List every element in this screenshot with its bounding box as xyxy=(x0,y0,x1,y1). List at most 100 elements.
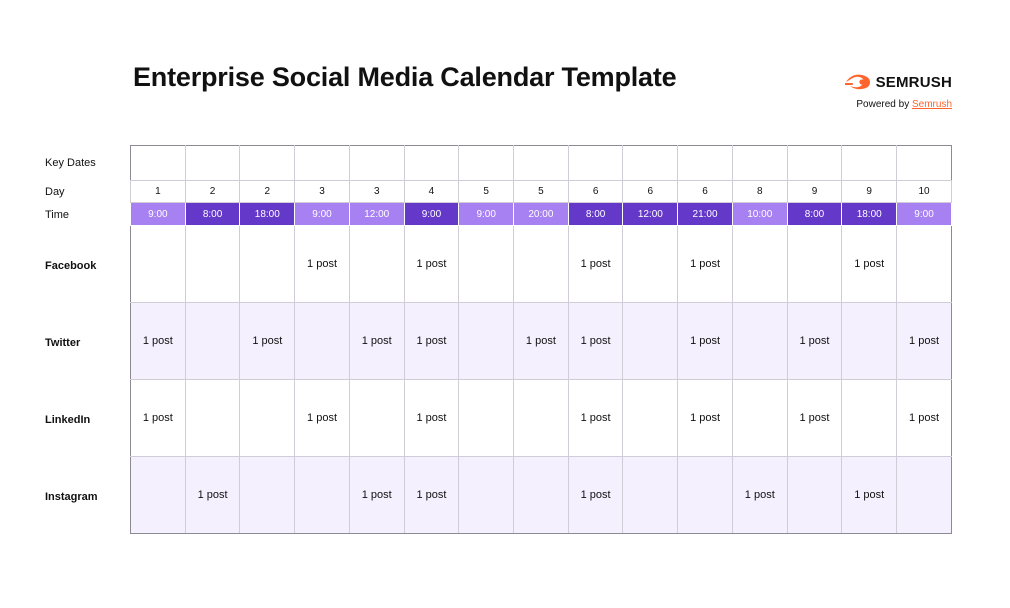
post-cell[interactable] xyxy=(348,225,405,303)
key-date-cell[interactable] xyxy=(677,145,733,181)
key-date-cell[interactable] xyxy=(294,145,350,181)
post-cell[interactable] xyxy=(841,379,898,457)
post-cell[interactable] xyxy=(239,225,296,303)
post-cell[interactable] xyxy=(841,302,898,380)
post-cell[interactable] xyxy=(294,302,350,380)
post-cell[interactable]: 1 post xyxy=(184,456,241,534)
post-cell[interactable]: 1 post xyxy=(239,302,296,380)
powered-by-text: Powered by xyxy=(856,99,910,110)
post-cell[interactable]: 1 post xyxy=(567,456,624,534)
post-cell[interactable]: 1 post xyxy=(513,302,569,380)
post-cell[interactable] xyxy=(239,379,296,457)
post-cell[interactable]: 1 post xyxy=(294,225,350,303)
post-cell[interactable] xyxy=(677,456,733,534)
post-cell[interactable] xyxy=(458,225,515,303)
post-cell[interactable] xyxy=(458,302,515,380)
key-date-cell[interactable] xyxy=(403,145,460,181)
day-cell: 8 xyxy=(731,180,788,203)
post-cell[interactable] xyxy=(513,225,569,303)
post-cell[interactable]: 1 post xyxy=(403,379,460,457)
day-cell: 1 xyxy=(130,180,186,203)
post-cell[interactable]: 1 post xyxy=(896,302,952,380)
key-date-cell[interactable] xyxy=(841,145,898,181)
post-cell[interactable] xyxy=(731,379,788,457)
platform-row-facebook: 1 post 1 post 1 post 1 post 1 post xyxy=(130,225,952,303)
post-cell[interactable]: 1 post xyxy=(567,225,624,303)
post-cell[interactable]: 1 post xyxy=(841,456,898,534)
post-cell[interactable]: 1 post xyxy=(567,379,624,457)
post-cell[interactable] xyxy=(622,302,679,380)
post-cell[interactable] xyxy=(622,379,679,457)
post-cell[interactable] xyxy=(513,379,569,457)
day-cell: 10 xyxy=(896,180,952,203)
key-date-cell[interactable] xyxy=(622,145,679,181)
post-cell[interactable]: 1 post xyxy=(786,302,843,380)
key-dates-label: Key Dates xyxy=(45,157,96,169)
platform-label-facebook: Facebook xyxy=(45,260,97,272)
key-date-cell[interactable] xyxy=(896,145,952,181)
post-cell[interactable] xyxy=(896,456,952,534)
time-cell: 8:00 xyxy=(567,202,624,226)
day-label: Day xyxy=(45,186,65,198)
post-cell[interactable] xyxy=(622,456,679,534)
key-date-cell[interactable] xyxy=(130,145,186,181)
post-cell[interactable] xyxy=(731,302,788,380)
post-cell[interactable]: 1 post xyxy=(677,302,733,380)
post-cell[interactable] xyxy=(130,456,186,534)
day-cell: 6 xyxy=(567,180,624,203)
post-cell[interactable]: 1 post xyxy=(677,225,733,303)
brand-logo-row: SEMRUSH xyxy=(844,72,952,92)
post-cell[interactable]: 1 post xyxy=(130,379,186,457)
post-cell[interactable]: 1 post xyxy=(348,456,405,534)
post-cell[interactable]: 1 post xyxy=(896,379,952,457)
post-cell[interactable] xyxy=(896,225,952,303)
post-cell[interactable] xyxy=(458,379,515,457)
post-cell[interactable] xyxy=(348,379,405,457)
key-date-cell[interactable] xyxy=(239,145,296,181)
post-cell[interactable] xyxy=(294,456,350,534)
page-title: Enterprise Social Media Calendar Templat… xyxy=(133,62,677,92)
post-cell[interactable]: 1 post xyxy=(403,225,460,303)
post-cell[interactable]: 1 post xyxy=(348,302,405,380)
post-cell[interactable] xyxy=(458,456,515,534)
post-cell[interactable] xyxy=(513,456,569,534)
post-cell[interactable] xyxy=(786,456,843,534)
semrush-link[interactable]: Semrush xyxy=(911,99,952,110)
key-date-cell[interactable] xyxy=(786,145,843,181)
key-date-cell[interactable] xyxy=(348,145,405,181)
post-cell[interactable]: 1 post xyxy=(677,379,733,457)
post-cell[interactable] xyxy=(731,225,788,303)
post-cell[interactable]: 1 post xyxy=(731,456,788,534)
post-cell[interactable]: 1 post xyxy=(567,302,624,380)
day-cell: 6 xyxy=(622,180,679,203)
platform-label-twitter: Twitter xyxy=(45,337,81,349)
time-cell: 12:00 xyxy=(622,202,679,226)
post-cell[interactable]: 1 post xyxy=(786,379,843,457)
time-cell: 9:00 xyxy=(403,202,460,226)
key-date-cell[interactable] xyxy=(458,145,515,181)
post-cell[interactable] xyxy=(622,225,679,303)
key-date-cell[interactable] xyxy=(731,145,788,181)
key-date-cell[interactable] xyxy=(513,145,569,181)
key-date-cell[interactable] xyxy=(567,145,624,181)
key-date-cell[interactable] xyxy=(184,145,241,181)
day-row: 1 2 2 3 3 4 5 5 6 6 6 8 9 9 10 xyxy=(130,180,952,203)
platform-row-linkedin: 1 post 1 post 1 post 1 post 1 post 1 post 1 po… xyxy=(130,379,952,457)
post-cell[interactable]: 1 post xyxy=(130,302,186,380)
time-cell: 9:00 xyxy=(458,202,515,226)
post-cell[interactable] xyxy=(130,225,186,303)
day-cell: 4 xyxy=(403,180,460,203)
post-cell[interactable] xyxy=(184,379,241,457)
post-cell[interactable] xyxy=(184,225,241,303)
post-cell[interactable] xyxy=(239,456,296,534)
day-cell: 2 xyxy=(239,180,296,203)
post-cell[interactable] xyxy=(184,302,241,380)
post-cell[interactable]: 1 post xyxy=(403,456,460,534)
post-cell[interactable]: 1 post xyxy=(294,379,350,457)
post-cell[interactable]: 1 post xyxy=(841,225,898,303)
time-cell: 20:00 xyxy=(513,202,569,226)
day-cell: 2 xyxy=(184,180,241,203)
post-cell[interactable]: 1 post xyxy=(403,302,460,380)
post-cell[interactable] xyxy=(786,225,843,303)
time-cell: 21:00 xyxy=(677,202,733,226)
